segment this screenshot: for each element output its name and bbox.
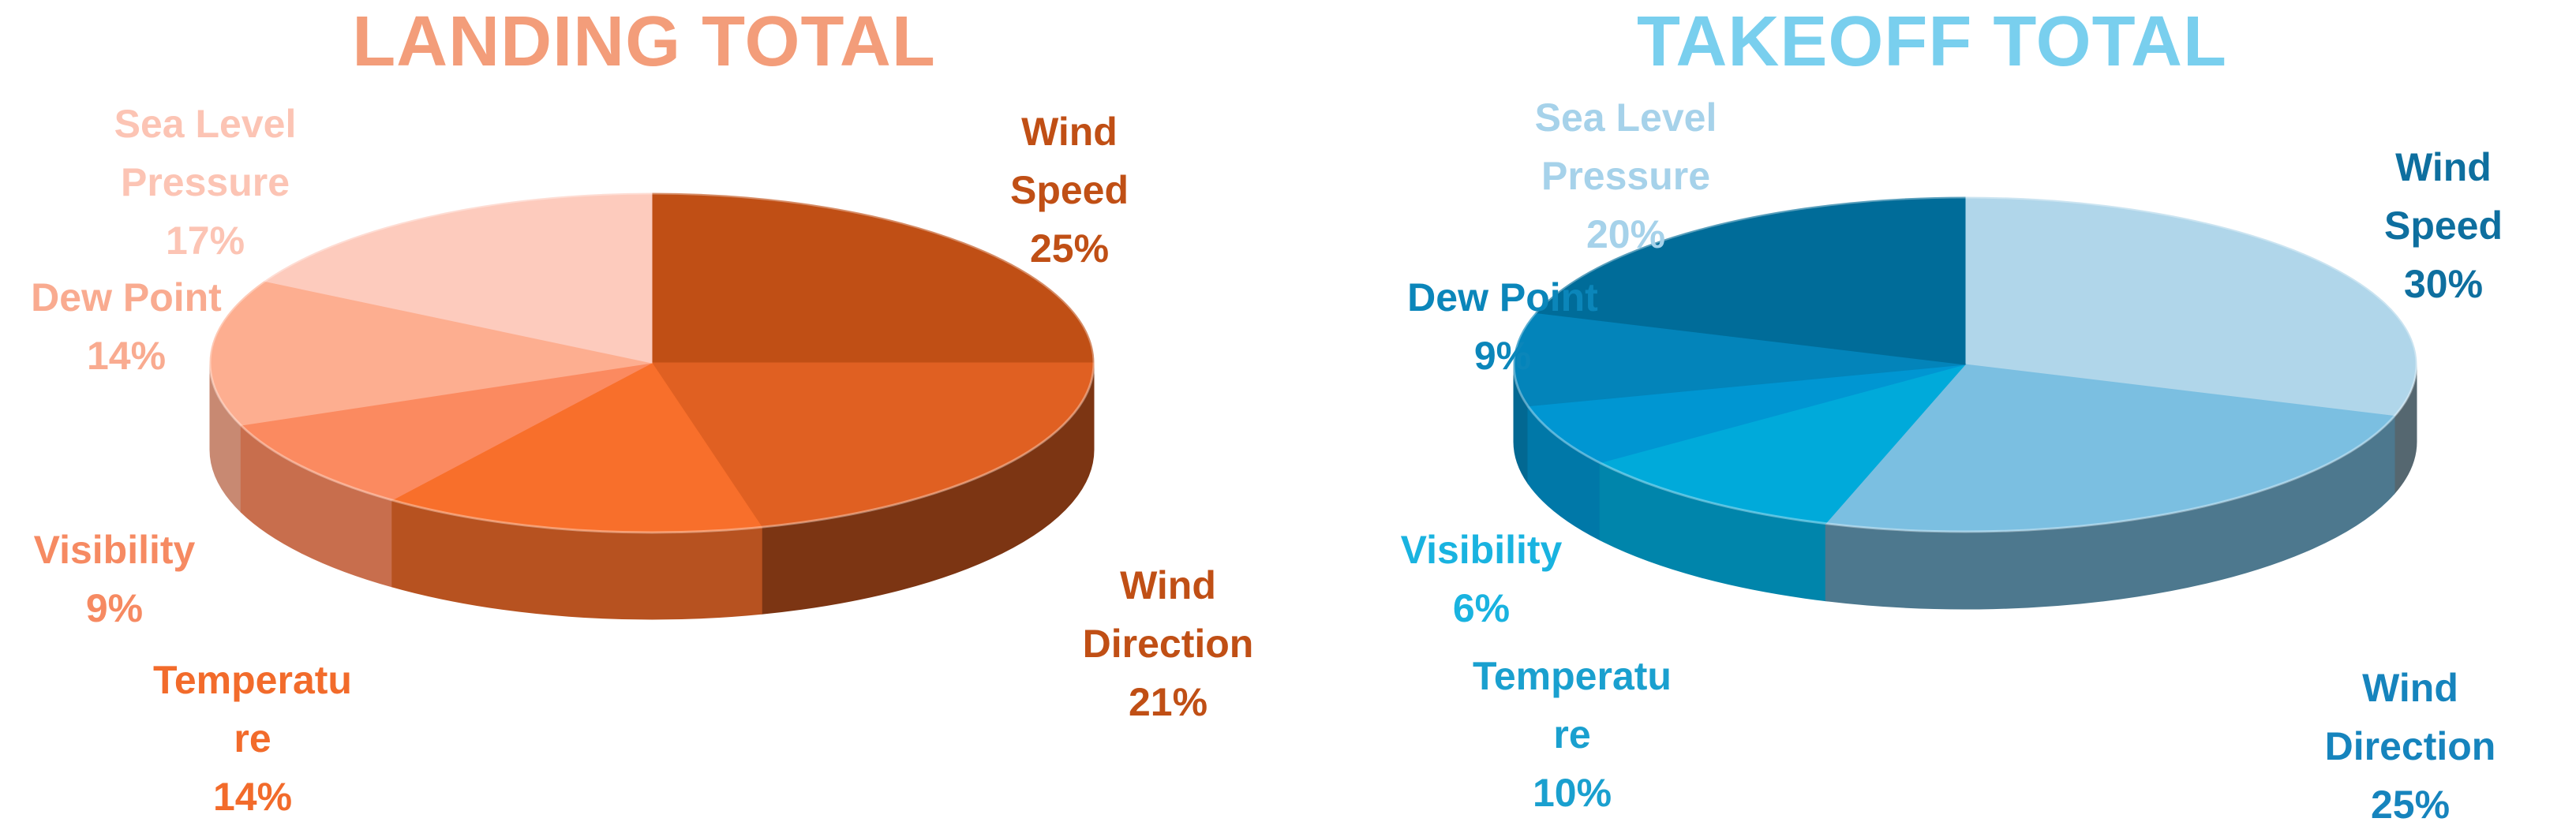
data-label-name: Visibility xyxy=(1400,528,1563,572)
data-label-name: Pressure xyxy=(1541,154,1711,198)
landing-label-wind-direction: Wind Direction 21% xyxy=(1083,556,1254,731)
data-label-name: Wind xyxy=(2395,145,2492,189)
data-label-percent: 9% xyxy=(85,586,144,630)
data-label-name: Wind xyxy=(1120,563,1216,607)
data-label-name: Pressure xyxy=(120,160,290,204)
data-label-percent: 21% xyxy=(1128,680,1208,724)
takeoff-label-temperature: Temperatu re 10% xyxy=(1473,647,1672,822)
data-label-name: Dew Point xyxy=(1407,275,1598,319)
landing-label-visibility: Visibility 9% xyxy=(34,521,196,637)
landing-chart-title: LANDING TOTAL xyxy=(352,2,936,81)
data-label-name: Sea Level xyxy=(1534,95,1717,140)
takeoff-label-wind-direction: Wind Direction 25% xyxy=(2325,659,2496,834)
landing-label-temperature: Temperatu re 14% xyxy=(153,651,352,826)
pie-slice-sea-level-pressure xyxy=(1534,196,1966,365)
landing-label-dew-point: Dew Point 14% xyxy=(31,268,222,385)
data-label-name: Temperatu xyxy=(1473,654,1672,698)
pie-slice-dew-point xyxy=(209,280,653,426)
data-label-name: re xyxy=(234,716,271,760)
pie-slice-wind-direction xyxy=(1825,364,2396,532)
landing-pie-chart xyxy=(208,192,1095,620)
data-label-name: Visibility xyxy=(33,528,196,572)
data-label-percent: 25% xyxy=(1029,226,1110,271)
data-label-name: Wind xyxy=(1021,110,1118,154)
data-label-name: re xyxy=(1553,712,1591,757)
data-label-name: Direction xyxy=(2324,724,2496,768)
data-label-percent: 10% xyxy=(1532,771,1612,815)
takeoff-label-sea-level-pressure: Sea Level Pressure 20% xyxy=(1535,88,1717,263)
data-label-percent: 17% xyxy=(165,219,245,263)
pie-slice-sea-level-pressure xyxy=(264,192,653,364)
pie-rim-highlight xyxy=(1512,196,2418,533)
data-label-percent: 25% xyxy=(2370,783,2451,827)
landing-pie-panel: LANDING TOTAL Wind Speed 25% Wind Direction 2… xyxy=(31,2,1254,826)
data-label-name: Temperatu xyxy=(153,658,352,702)
data-label-percent: 6% xyxy=(1452,586,1511,630)
takeoff-pie-chart xyxy=(1512,196,2418,610)
pie-slice-temperature xyxy=(1598,364,1967,525)
landing-label-wind-speed: Wind Speed 25% xyxy=(1010,103,1129,278)
takeoff-chart-title: TAKEOFF TOTAL xyxy=(1637,2,2227,81)
data-label-percent: 20% xyxy=(1586,212,1666,256)
pie-slice-wind-direction xyxy=(651,362,1095,528)
pie-slice-temperature xyxy=(391,362,763,533)
data-label-name: Wind xyxy=(2362,666,2458,710)
pie-slice-wind-speed xyxy=(651,192,1095,364)
data-label-percent: 14% xyxy=(212,775,293,819)
pie-slice-visibility xyxy=(1527,364,1966,464)
data-label-name: Speed xyxy=(1009,168,1129,212)
takeoff-label-dew-point: Dew Point 9% xyxy=(1407,268,1598,385)
data-label-percent: 9% xyxy=(1473,334,1532,378)
pie-slice-wind-speed xyxy=(1964,196,2417,417)
landing-label-sea-level-pressure: Sea Level Pressure 17% xyxy=(114,95,297,270)
data-label-percent: 14% xyxy=(86,334,167,378)
data-label-percent: 30% xyxy=(2403,262,2484,306)
data-label-name: Sea Level xyxy=(114,102,297,146)
data-label-name: Direction xyxy=(1082,622,1254,666)
pie-rim-highlight xyxy=(208,192,1095,534)
pie-slice-visibility xyxy=(240,362,653,501)
takeoff-label-visibility: Visibility 6% xyxy=(1401,521,1563,637)
data-label-name: Dew Point xyxy=(31,275,222,319)
pie-slice-dew-point xyxy=(1513,312,1966,407)
takeoff-label-wind-speed: Wind Speed 30% xyxy=(2384,138,2503,313)
data-label-name: Speed xyxy=(2383,204,2503,248)
takeoff-pie-panel: TAKEOFF TOTAL Wind Speed 30% Wind Direction 2… xyxy=(1288,0,2576,837)
